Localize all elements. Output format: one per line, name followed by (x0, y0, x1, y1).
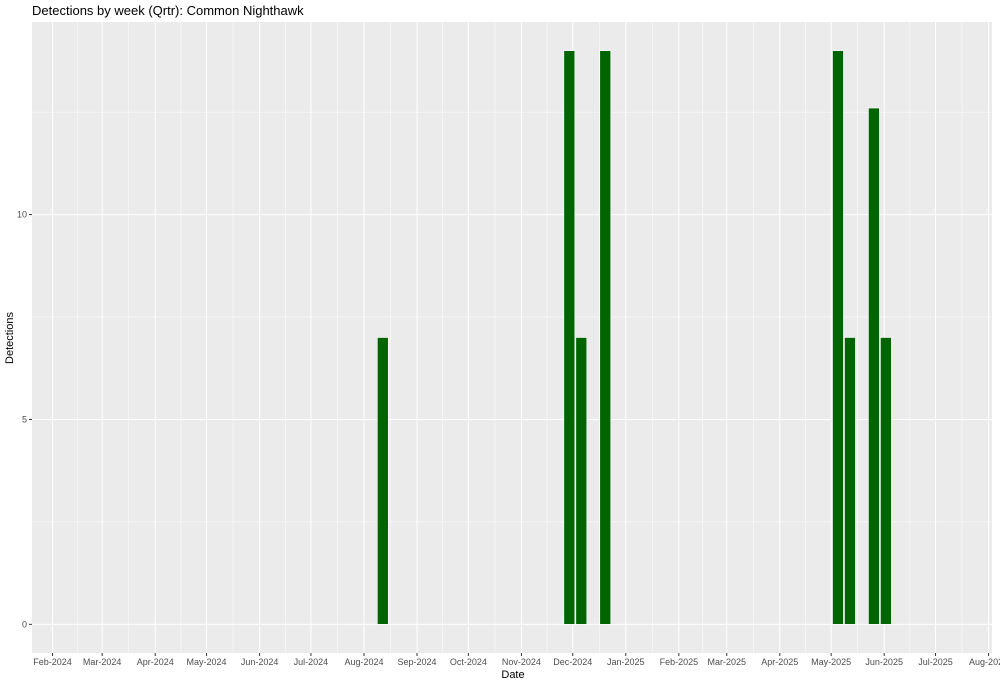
grid-minor (32, 22, 992, 653)
x-tick-label: Mar-2025 (707, 657, 746, 667)
x-tick-label: May-2024 (187, 657, 227, 667)
x-tick-label: Apr-2025 (761, 657, 798, 667)
x-tick-label: Jun-2025 (865, 657, 903, 667)
x-tick-label: Jun-2024 (241, 657, 279, 667)
x-tick-label: Apr-2024 (137, 657, 174, 667)
x-axis-label: Date (501, 669, 524, 681)
chart-title: Detections by week (Qrtr): Common Nighth… (32, 3, 304, 18)
bar (844, 337, 856, 625)
x-tick-label: Oct-2024 (450, 657, 487, 667)
x-tick-label: Aug-2024 (344, 657, 383, 667)
x-axis-ticks: Feb-2024 Mar-2024 Apr-2024 May-2024 Jun-2024… (33, 653, 1000, 667)
x-tick-label: Feb-2024 (33, 657, 72, 667)
bar (599, 50, 612, 625)
x-tick-label: May-2025 (811, 657, 851, 667)
bar (868, 107, 880, 625)
bar (563, 50, 576, 625)
bars (377, 50, 892, 625)
y-tick-label: 10 (17, 210, 27, 220)
x-tick-label: Sep-2024 (398, 657, 437, 667)
plot-panel (32, 22, 992, 653)
bar (832, 50, 844, 625)
bar (880, 337, 892, 625)
x-tick-label: Aug-2025 (969, 657, 1000, 667)
y-tick-label: 5 (22, 414, 27, 424)
y-axis-ticks: 0 5 10 (17, 210, 32, 629)
x-tick-label: Dec-2024 (553, 657, 592, 667)
x-tick-label: Jul-2024 (294, 657, 329, 667)
x-tick-label: Nov-2024 (502, 657, 541, 667)
x-tick-label: Jan-2025 (607, 657, 645, 667)
x-tick-label: Jul-2025 (918, 657, 953, 667)
bar (575, 337, 588, 625)
x-tick-label: Feb-2025 (660, 657, 699, 667)
x-tick-label: Mar-2024 (83, 657, 122, 667)
y-axis-label: Detections (4, 312, 16, 364)
y-tick-label: 0 (22, 619, 27, 629)
bar (377, 337, 389, 625)
